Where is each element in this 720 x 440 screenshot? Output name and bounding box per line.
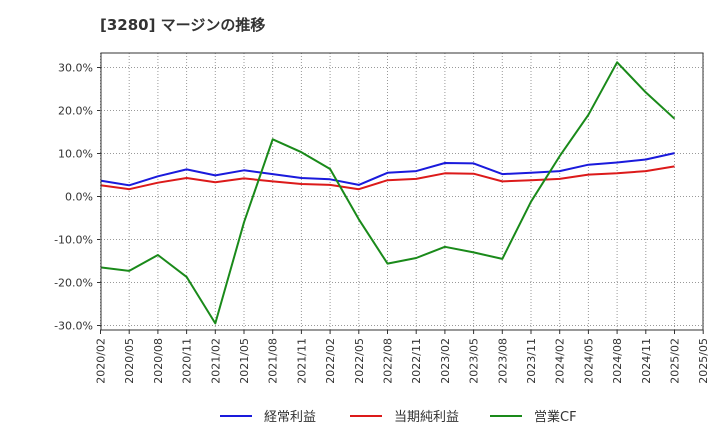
x-tick-label: 2020/05	[123, 338, 136, 384]
y-tick-label: -30.0%	[54, 320, 93, 333]
x-tick-label: 2023/02	[439, 338, 452, 384]
x-tick-label: 2024/05	[582, 338, 595, 384]
x-tick-label: 2020/08	[152, 338, 165, 384]
x-tick-label: 2023/08	[496, 338, 509, 384]
x-tick-label: 2022/11	[410, 338, 423, 384]
series-line	[100, 165, 675, 191]
x-tick-label: 2023/11	[525, 338, 538, 384]
y-tick-label: -10.0%	[54, 234, 93, 247]
legend: 経常利益 当期純利益 営業CF	[220, 409, 577, 425]
y-tick-label: 10.0%	[58, 148, 93, 161]
series-lines	[100, 61, 676, 325]
x-tick-label: 2022/08	[382, 338, 395, 384]
x-tick-label: 2025/05	[697, 338, 710, 384]
x-tick-label: 2025/02	[669, 338, 682, 384]
x-tick-label: 2021/08	[267, 338, 280, 384]
series-line	[100, 152, 675, 187]
plot-frame	[100, 52, 704, 331]
chart-title: [3280] マージンの推移	[100, 16, 266, 34]
legend-label: 当期純利益	[394, 410, 459, 425]
x-tick-labels: 2020/02 2020/05 2020/08 2020/11 2021/02 2021/…	[95, 338, 711, 384]
x-tick-label: 2024/08	[611, 338, 624, 384]
y-tick-label: 20.0%	[58, 105, 93, 118]
legend-label: 営業CF	[534, 409, 577, 425]
x-tick-label: 2022/02	[324, 338, 337, 384]
x-tick-label: 2023/05	[468, 338, 481, 384]
x-tick-label: 2020/11	[181, 338, 194, 384]
y-tick-label: 30.0%	[58, 62, 93, 75]
x-tick-label: 2022/05	[353, 338, 366, 384]
grid	[97, 53, 704, 334]
legend-label: 経常利益	[264, 410, 316, 425]
y-tick-label: 0.0%	[65, 191, 93, 204]
x-tick-label: 2021/05	[238, 338, 251, 384]
series-line	[100, 61, 676, 325]
x-tick-label: 2021/02	[209, 338, 222, 384]
x-tick-label: 2024/02	[554, 338, 567, 384]
y-tick-label: -20.0%	[54, 277, 93, 290]
x-tick-label: 2020/02	[95, 338, 108, 384]
x-tick-label: 2024/11	[640, 338, 653, 384]
x-tick-label: 2021/11	[295, 338, 308, 384]
y-tick-labels: 30.0% 20.0% 10.0% 0.0% -10.0% -20.0% -30.0%	[54, 62, 93, 333]
